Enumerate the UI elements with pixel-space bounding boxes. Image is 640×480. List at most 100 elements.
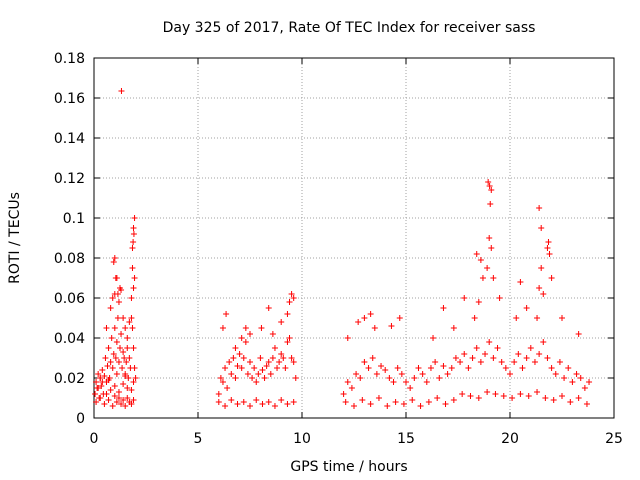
data-point (355, 319, 362, 325)
data-point (118, 287, 125, 293)
data-point (475, 395, 482, 401)
data-point (115, 359, 122, 365)
y-tick-label: 0.14 (54, 131, 85, 147)
data-point (471, 315, 478, 321)
data-point (425, 399, 432, 405)
data-point (292, 375, 299, 381)
data-point (357, 375, 364, 381)
data-point (255, 371, 262, 377)
data-point (538, 265, 545, 271)
data-point (128, 387, 135, 393)
data-point (110, 259, 117, 265)
data-point (124, 385, 131, 391)
data-point (130, 239, 137, 245)
data-point (396, 315, 403, 321)
data-point (473, 345, 480, 351)
data-point (98, 383, 105, 389)
data-point (109, 365, 116, 371)
data-point (244, 371, 251, 377)
data-point (230, 355, 237, 361)
data-point (242, 339, 249, 345)
y-tick-label: 0.06 (54, 291, 85, 307)
x-tick-label: 20 (501, 431, 519, 447)
y-tick-label: 0.12 (54, 171, 85, 187)
data-point (274, 365, 281, 371)
data-point (577, 375, 584, 381)
data-point (519, 365, 526, 371)
data-point (253, 397, 260, 403)
data-point (450, 397, 457, 403)
data-point (486, 339, 493, 345)
data-point (232, 375, 239, 381)
data-point (215, 399, 222, 405)
data-point (403, 379, 409, 385)
data-point (498, 359, 505, 365)
data-point (369, 355, 376, 361)
data-point (490, 275, 497, 281)
data-point (487, 201, 494, 207)
data-point (234, 401, 241, 407)
data-point (271, 345, 278, 351)
data-point (361, 315, 368, 321)
data-point (290, 399, 297, 405)
data-point (130, 397, 137, 403)
data-point (485, 179, 492, 185)
data-point (104, 363, 111, 369)
data-point (440, 363, 447, 369)
data-point (97, 375, 104, 381)
data-point (111, 325, 118, 331)
data-point (120, 315, 127, 321)
data-point (407, 385, 414, 391)
data-point (286, 335, 293, 341)
data-point (517, 279, 524, 285)
x-tick-label: 10 (293, 431, 311, 447)
data-point (479, 275, 486, 281)
grid-lines (94, 58, 614, 418)
plot-frame (93, 57, 615, 419)
data-point (120, 381, 127, 387)
data-point (111, 255, 118, 261)
data-point (361, 359, 368, 365)
data-point (112, 355, 119, 361)
data-point (461, 295, 468, 301)
data-point (247, 331, 253, 337)
data-point (118, 88, 125, 94)
data-point (400, 401, 407, 407)
data-point (129, 245, 136, 251)
data-points (92, 88, 593, 409)
data-point (548, 275, 555, 281)
data-point (288, 355, 295, 361)
data-point (110, 351, 117, 357)
data-point (215, 391, 222, 397)
data-point (261, 375, 268, 381)
data-point (427, 365, 434, 371)
data-point (340, 391, 347, 397)
data-point (130, 379, 137, 385)
data-point (373, 371, 380, 377)
data-point (251, 365, 258, 371)
data-point (284, 311, 291, 317)
data-point (267, 371, 274, 377)
data-point (536, 351, 543, 357)
data-point (536, 205, 543, 211)
data-point (523, 305, 530, 311)
data-point (284, 339, 291, 345)
y-tick-label: 0.02 (54, 371, 85, 387)
data-point (486, 183, 493, 189)
data-point (477, 359, 484, 365)
data-point (122, 325, 129, 331)
data-point (581, 385, 588, 391)
data-point (544, 355, 551, 361)
data-point (492, 391, 499, 397)
data-point (107, 359, 114, 365)
data-point (278, 397, 285, 403)
data-point (236, 351, 243, 357)
data-point (573, 371, 580, 377)
data-point (278, 351, 285, 357)
data-point (559, 315, 565, 321)
data-point (118, 401, 125, 407)
data-point (378, 363, 385, 369)
data-point (290, 359, 297, 365)
data-point (484, 265, 491, 271)
data-point (95, 371, 102, 377)
